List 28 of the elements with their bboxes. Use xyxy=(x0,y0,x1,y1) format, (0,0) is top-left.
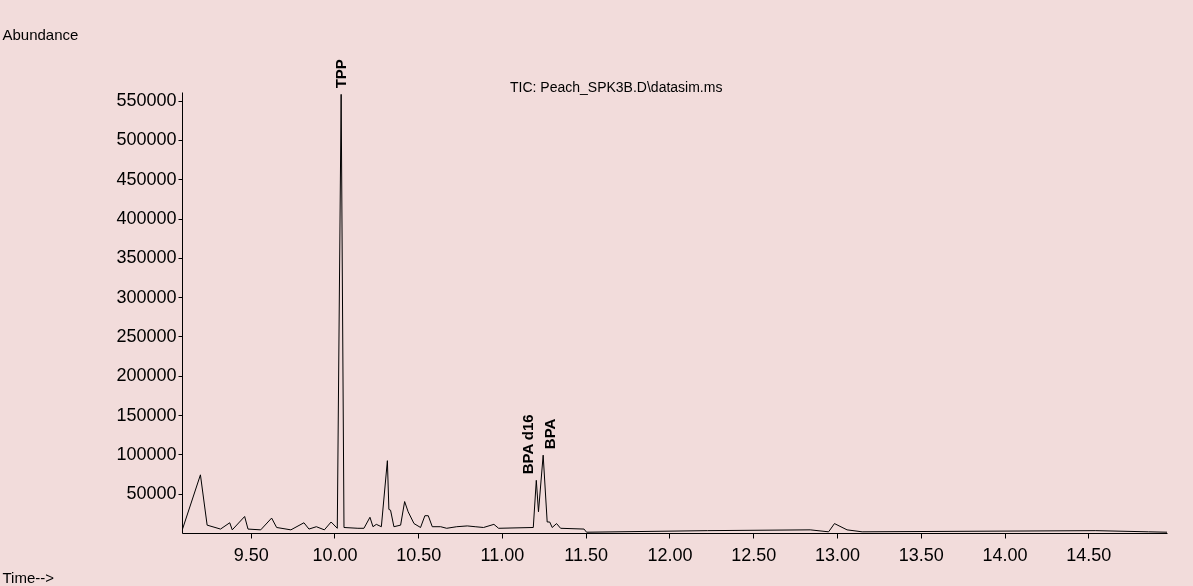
x-tick-label: 11.00 xyxy=(480,544,525,565)
x-tick-label: 11.50 xyxy=(564,544,609,565)
annotation: TIC: Peach_SPK3B.D\datasim.ms xyxy=(510,79,723,95)
annotation: BPA d16 xyxy=(519,414,537,475)
x-tick-label: 13.50 xyxy=(898,544,944,565)
x-tick-label: 9.50 xyxy=(233,544,269,565)
x-tick-label: 13.00 xyxy=(814,544,861,565)
y-tick-label: 300000 xyxy=(116,286,177,307)
y-tick-label: 200000 xyxy=(116,365,177,386)
y-tick-label: 350000 xyxy=(116,247,177,268)
y-tick-label: 500000 xyxy=(116,129,177,150)
y-tick-label: 450000 xyxy=(116,168,177,189)
annotation: TPP xyxy=(332,59,350,89)
x-tick-label: 14.50 xyxy=(1066,544,1112,565)
annotation: BPA xyxy=(541,418,559,450)
x-tick-label: 12.50 xyxy=(731,544,777,565)
x-tick-label: 14.00 xyxy=(982,544,1028,565)
y-tick-label: 100000 xyxy=(116,443,177,464)
y-tick-label: 400000 xyxy=(116,208,177,229)
x-tick-label: 10.00 xyxy=(312,544,358,565)
y-tick-label: 250000 xyxy=(116,325,177,346)
y-axis-title: Abundance xyxy=(2,25,79,43)
x-tick-label: 10.50 xyxy=(396,544,442,565)
y-tick-label: 550000 xyxy=(116,90,177,111)
x-axis-title: Time--> xyxy=(2,568,55,586)
x-tick-label: 12.00 xyxy=(647,544,693,565)
y-tick-label: 50000 xyxy=(126,483,177,504)
y-tick-label: 150000 xyxy=(116,404,177,425)
